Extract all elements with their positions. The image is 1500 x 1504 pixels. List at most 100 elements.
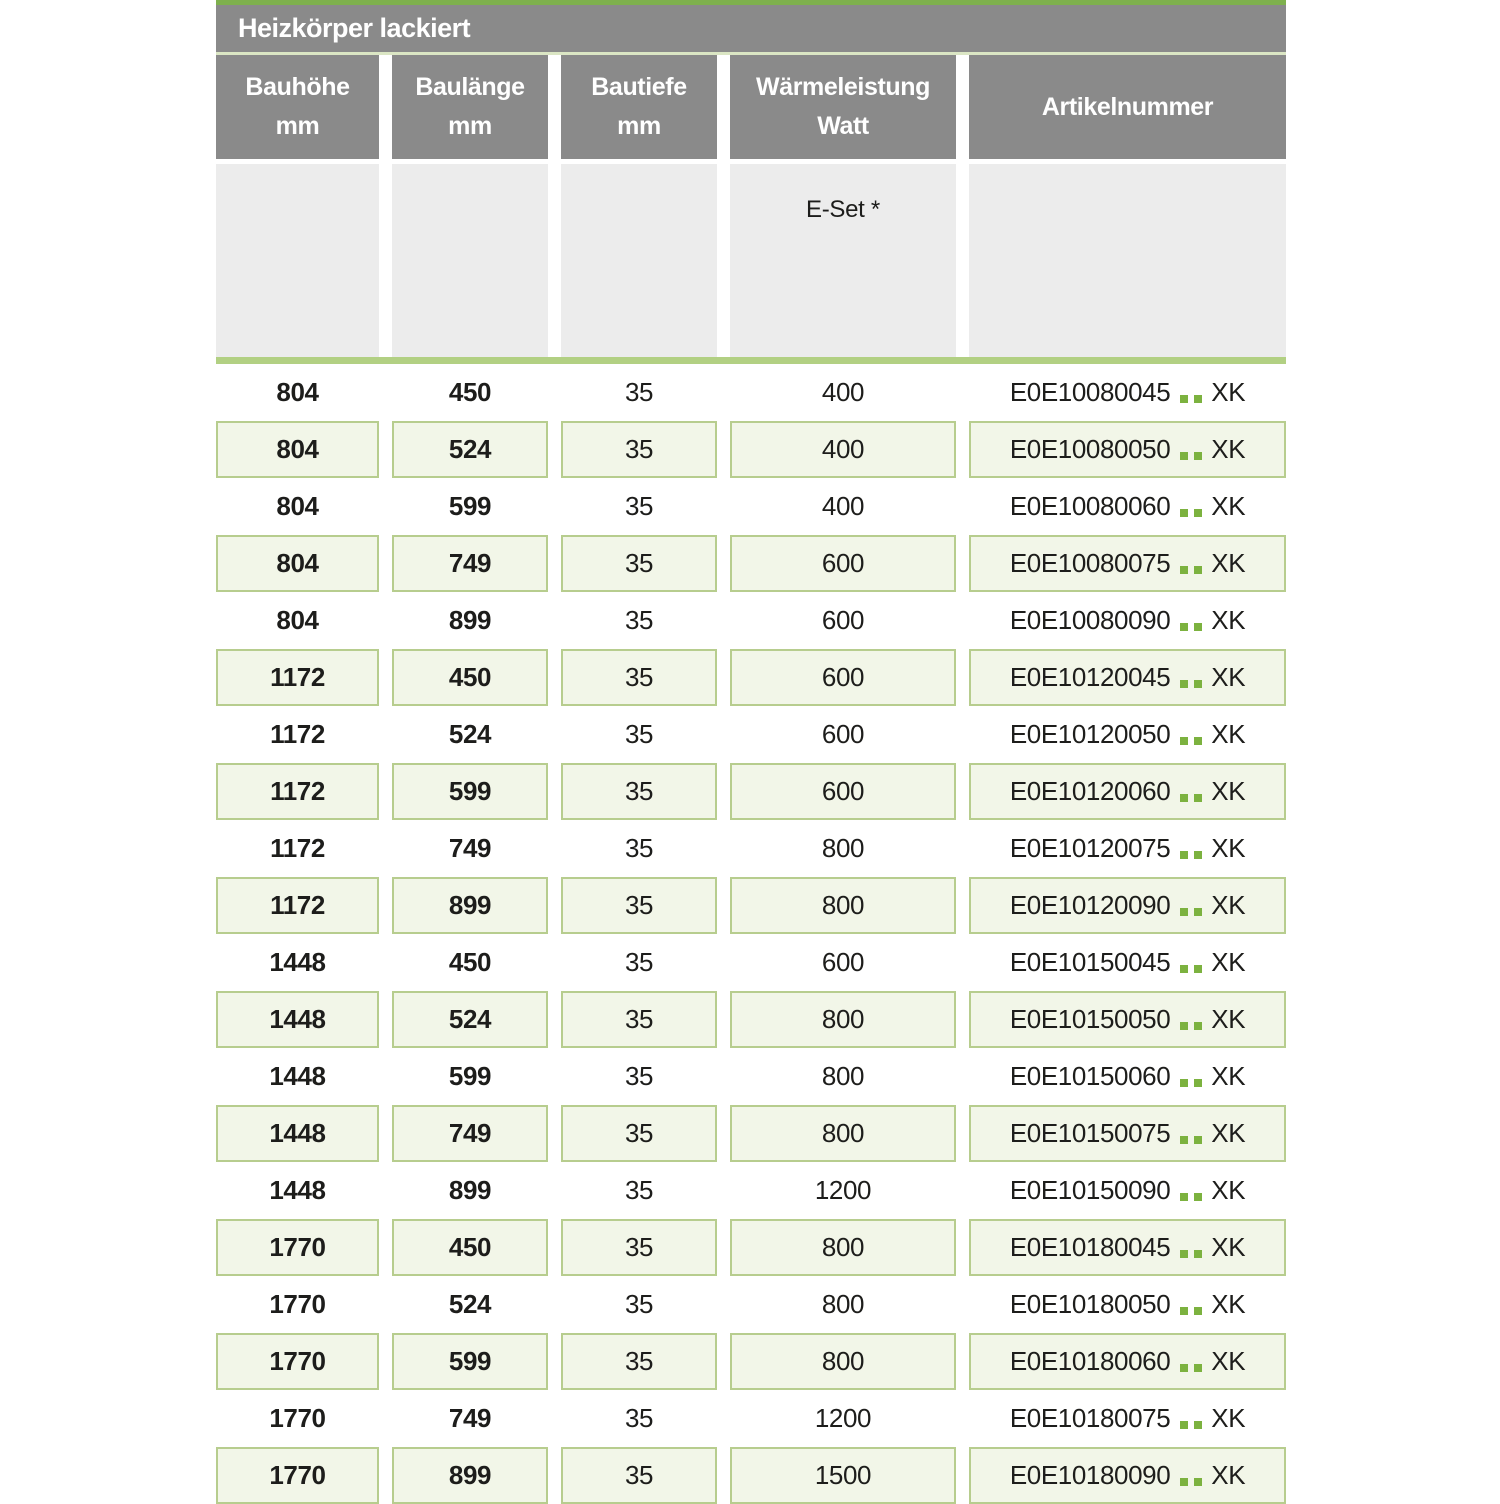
article-number: E0E10120050 — [1009, 719, 1171, 749]
cell-watt: 600 — [730, 535, 956, 592]
cell-watt: 1200 — [814, 1175, 872, 1205]
green-dot-icon — [1194, 1477, 1203, 1486]
table-row: 1448 450 35 600 E0E10150045 XK — [216, 934, 1286, 991]
column-header-waermeleistung: Wärmeleistung Watt — [730, 55, 956, 159]
cell-bauhoehe: 804 — [276, 605, 319, 635]
cell-watt: 800 — [730, 877, 956, 934]
green-dot-icon — [1194, 1078, 1203, 1087]
article-number: E0E10120060 — [1009, 776, 1171, 806]
cell-baulaenge: 524 — [448, 1289, 492, 1319]
green-dot-icon — [1180, 1363, 1189, 1372]
article-suffix: XK — [1211, 833, 1246, 863]
article-suffix: XK — [1211, 947, 1246, 977]
article-suffix: XK — [1211, 1289, 1246, 1319]
cell-baulaenge: 899 — [392, 1447, 548, 1504]
cell-bautiefe: 35 — [561, 1447, 717, 1504]
cell-watt: 800 — [730, 991, 956, 1048]
cell-artikelnummer: E0E10150060 XK — [969, 1048, 1286, 1105]
cell-bautiefe: 35 — [561, 1219, 717, 1276]
cell-artikelnummer: E0E10120045 XK — [969, 649, 1286, 706]
cell-watt: 800 — [730, 1105, 956, 1162]
subheader-cell-waermeleistung: E-Set * — [730, 164, 956, 357]
cell-artikelnummer: E0E10150050 XK — [969, 991, 1286, 1048]
table-row: 804 450 35 400 E0E10080045 XK — [216, 364, 1286, 421]
cell-artikelnummer: E0E10080045 XK — [969, 364, 1286, 421]
cell-bauhoehe: 1448 — [216, 991, 379, 1048]
accent-bar-divider — [216, 357, 1286, 364]
cell-watt: 1200 — [814, 1403, 872, 1433]
cell-watt: 600 — [730, 649, 956, 706]
table-row: 1448 599 35 800 E0E10150060 XK — [216, 1048, 1286, 1105]
cell-baulaenge: 450 — [392, 1219, 548, 1276]
cell-bauhoehe: 1448 — [269, 1061, 326, 1091]
article-suffix: XK — [1211, 377, 1246, 407]
cell-artikelnummer: E0E10080075 XK — [969, 535, 1286, 592]
cell-bauhoehe: 804 — [216, 535, 379, 592]
cell-artikelnummer: E0E10120050 XK — [969, 706, 1286, 763]
cell-bauhoehe: 1448 — [216, 1105, 379, 1162]
cell-bautiefe: 35 — [624, 1289, 654, 1319]
subheader-cell-bauhoehe — [216, 164, 379, 357]
green-dot-icon — [1194, 907, 1203, 916]
cell-artikelnummer: E0E10120060 XK — [969, 763, 1286, 820]
article-suffix: XK — [1211, 1118, 1246, 1148]
green-dot-icon — [1194, 622, 1203, 631]
cell-baulaenge: 749 — [448, 833, 492, 863]
green-dot-icon — [1194, 394, 1203, 403]
cell-bauhoehe: 1770 — [269, 1289, 326, 1319]
cell-watt: 600 — [821, 947, 865, 977]
green-dot-icon — [1194, 964, 1203, 973]
article-suffix: XK — [1211, 1175, 1246, 1205]
cell-bauhoehe: 804 — [276, 491, 319, 521]
cell-watt: 400 — [730, 421, 956, 478]
green-dot-icon — [1194, 1420, 1203, 1429]
cell-artikelnummer: E0E10080060 XK — [969, 478, 1286, 535]
green-dot-icon — [1180, 850, 1189, 859]
article-suffix: XK — [1211, 434, 1246, 464]
article-number: E0E10080050 — [1009, 434, 1171, 464]
article-number: E0E10180045 — [1009, 1232, 1171, 1262]
article-suffix: XK — [1211, 1061, 1246, 1091]
article-suffix: XK — [1211, 890, 1246, 920]
table-row: 1448 524 35 800 E0E10150050 XK — [216, 991, 1286, 1048]
cell-bautiefe: 35 — [624, 1403, 654, 1433]
cell-bautiefe: 35 — [624, 947, 654, 977]
cell-baulaenge: 899 — [448, 1175, 492, 1205]
table-row: 1448 749 35 800 E0E10150075 XK — [216, 1105, 1286, 1162]
cell-bauhoehe: 1172 — [270, 719, 325, 749]
table-row: 1770 524 35 800 E0E10180050 XK — [216, 1276, 1286, 1333]
article-number: E0E10080060 — [1009, 491, 1171, 521]
article-number: E0E10080045 — [1009, 377, 1171, 407]
cell-watt: 600 — [730, 763, 956, 820]
green-dot-icon — [1194, 736, 1203, 745]
green-dot-icon — [1180, 508, 1189, 517]
article-suffix: XK — [1211, 548, 1246, 578]
header-row: Bauhöhe mm Baulänge mm Bautiefe mm Wärme… — [216, 55, 1286, 159]
subheader-cell-baulaenge — [392, 164, 548, 357]
cell-bauhoehe: 1448 — [269, 947, 326, 977]
cell-baulaenge: 599 — [448, 1061, 492, 1091]
cell-baulaenge: 524 — [448, 719, 492, 749]
cell-baulaenge: 450 — [392, 649, 548, 706]
cell-watt: 400 — [821, 491, 865, 521]
cell-artikelnummer: E0E10180045 XK — [969, 1219, 1286, 1276]
table-row: 804 524 35 400 E0E10080050 XK — [216, 421, 1286, 478]
green-dot-icon — [1180, 394, 1189, 403]
cell-baulaenge: 899 — [392, 877, 548, 934]
green-dot-icon — [1180, 907, 1189, 916]
cell-bautiefe: 35 — [624, 377, 654, 407]
green-dot-icon — [1180, 1249, 1189, 1258]
cell-bautiefe: 35 — [624, 491, 654, 521]
cell-watt: 800 — [821, 833, 865, 863]
green-dot-icon — [1194, 1306, 1203, 1315]
article-number: E0E10180050 — [1009, 1289, 1171, 1319]
column-header-bauhoehe: Bauhöhe mm — [216, 55, 379, 159]
article-number: E0E10180090 — [1009, 1460, 1171, 1490]
article-suffix: XK — [1211, 776, 1246, 806]
article-suffix: XK — [1211, 605, 1246, 635]
cell-bauhoehe: 1770 — [216, 1219, 379, 1276]
green-dot-icon — [1180, 679, 1189, 688]
green-dot-icon — [1194, 1021, 1203, 1030]
cell-artikelnummer: E0E10080050 XK — [969, 421, 1286, 478]
article-number: E0E10150045 — [1009, 947, 1171, 977]
